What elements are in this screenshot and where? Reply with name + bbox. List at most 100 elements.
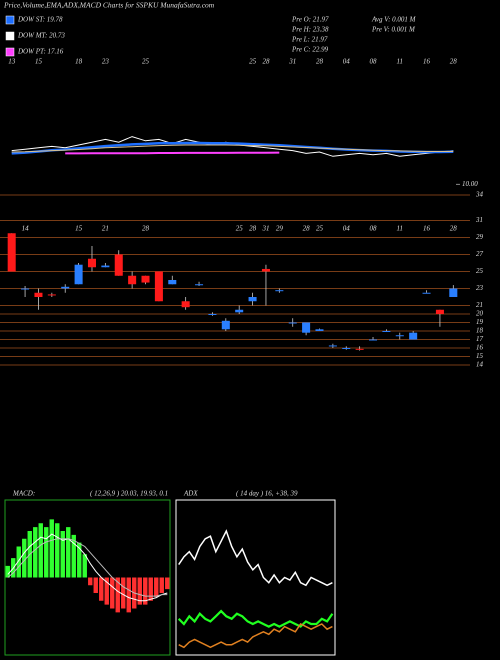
legend-swatch bbox=[5, 31, 15, 41]
x-tick-label: 11 bbox=[397, 58, 403, 66]
series-line bbox=[7, 533, 168, 602]
histogram-bar bbox=[22, 538, 27, 578]
histogram-bar bbox=[165, 577, 170, 590]
candle-body bbox=[409, 332, 418, 340]
x-tick-label: 28 bbox=[249, 225, 257, 233]
candle-body bbox=[328, 345, 337, 347]
histogram-bar bbox=[77, 542, 82, 578]
x-tick-label: 04 bbox=[343, 58, 351, 66]
candle-body bbox=[195, 284, 204, 286]
candle-body bbox=[382, 331, 391, 332]
histogram-bar bbox=[126, 577, 131, 613]
x-tick-label: 28 bbox=[450, 225, 458, 233]
candle-body bbox=[235, 309, 244, 313]
candle-body bbox=[168, 280, 177, 285]
candle-body bbox=[74, 264, 83, 285]
y-tick-label: 14 bbox=[476, 361, 484, 369]
candle-body bbox=[302, 322, 311, 333]
panel-subtitle: ( 12,26,9 ) 20.03, 19.93, 0.1 bbox=[90, 490, 168, 498]
series-line bbox=[11, 144, 454, 153]
x-tick-label: 16 bbox=[423, 58, 431, 66]
histogram-bar bbox=[38, 523, 43, 578]
candle-body bbox=[275, 290, 284, 292]
candle-body bbox=[181, 301, 190, 308]
x-tick-label: 16 bbox=[423, 225, 431, 233]
x-tick-label: 25 bbox=[249, 58, 257, 66]
histogram-bar bbox=[33, 527, 38, 578]
panel-frame bbox=[4, 499, 171, 656]
candle-body bbox=[221, 320, 230, 330]
histogram-bar bbox=[55, 523, 60, 578]
candle-body bbox=[435, 309, 444, 314]
legend-swatch bbox=[5, 47, 15, 57]
x-tick-label: 29 bbox=[276, 225, 284, 233]
x-tick-label: 21 bbox=[102, 225, 109, 233]
x-tick-label: 25 bbox=[316, 225, 324, 233]
x-tick-label: 15 bbox=[75, 225, 83, 233]
histogram-bar bbox=[104, 577, 109, 605]
histogram-bar bbox=[66, 527, 71, 578]
histogram-bar bbox=[16, 546, 21, 578]
y-tick-label: 16 bbox=[476, 344, 484, 352]
series-line bbox=[65, 151, 280, 155]
x-tick-label: 28 bbox=[262, 58, 270, 66]
candle-body bbox=[141, 275, 150, 283]
candle-body bbox=[355, 348, 364, 350]
x-tick-label: 04 bbox=[343, 225, 351, 233]
candle-body bbox=[449, 288, 458, 297]
y-tick-label: 17 bbox=[476, 335, 484, 343]
legend-label: DOW PT: 17.16 bbox=[17, 48, 64, 56]
histogram-bar bbox=[44, 527, 49, 578]
x-tick-label: 08 bbox=[370, 225, 378, 233]
x-tick-label: 13 bbox=[8, 58, 16, 66]
candle-body bbox=[248, 297, 257, 302]
histogram-bar bbox=[60, 531, 65, 578]
histogram-bar bbox=[82, 554, 87, 578]
series-line bbox=[178, 623, 333, 649]
x-tick-label: 23 bbox=[102, 58, 110, 66]
stat-label: Pre L: 21.97 bbox=[291, 36, 328, 44]
series-line bbox=[7, 538, 168, 597]
candle-body bbox=[101, 265, 110, 268]
x-tick-label: 28 bbox=[142, 225, 150, 233]
stat-label: Pre H: 23.38 bbox=[291, 26, 329, 34]
candle-body bbox=[154, 271, 163, 302]
candle-body bbox=[315, 329, 324, 331]
x-tick-label: 28 bbox=[303, 225, 311, 233]
stat-label: Pre C: 22.99 bbox=[291, 46, 329, 54]
histogram-bar bbox=[5, 565, 10, 578]
histogram-bar bbox=[115, 577, 120, 613]
candle-body bbox=[21, 288, 30, 290]
x-tick-label: 28 bbox=[316, 58, 324, 66]
candle-body bbox=[342, 348, 351, 349]
candle-body bbox=[395, 335, 404, 337]
panel-subtitle: ( 14 day ) 16, +38, 39 bbox=[236, 490, 298, 498]
candle-body bbox=[61, 286, 70, 289]
candle-body bbox=[422, 292, 431, 294]
x-tick-label: 11 bbox=[397, 225, 403, 233]
x-tick-label: 15 bbox=[35, 58, 43, 66]
y-tick-label: 25 bbox=[476, 267, 484, 275]
stat-label: Pre V: 0.001 M bbox=[371, 26, 416, 34]
y-tick-label: 34 bbox=[475, 191, 484, 199]
x-tick-label: 25 bbox=[142, 58, 150, 66]
histogram-bar bbox=[154, 577, 159, 597]
series-line bbox=[178, 529, 333, 587]
panel-frame bbox=[175, 499, 336, 656]
y-tick-label: 18 bbox=[476, 327, 484, 335]
histogram-bar bbox=[143, 577, 148, 605]
histogram-bar bbox=[110, 577, 115, 609]
x-tick-label: 31 bbox=[288, 58, 296, 66]
stat-label: Pre O: 21.97 bbox=[291, 16, 329, 24]
x-tick-label: 14 bbox=[22, 225, 30, 233]
histogram-bar bbox=[137, 577, 142, 605]
y-tick-label: 31 bbox=[475, 216, 483, 224]
candle-body bbox=[47, 294, 56, 296]
x-tick-label: 18 bbox=[75, 58, 83, 66]
candle-body bbox=[34, 292, 43, 297]
y-tick-label: 20 bbox=[476, 310, 484, 318]
candle-body bbox=[369, 339, 378, 341]
histogram-bar bbox=[71, 534, 76, 578]
histogram-bar bbox=[99, 577, 104, 601]
y-tick-label: 23 bbox=[476, 284, 484, 292]
